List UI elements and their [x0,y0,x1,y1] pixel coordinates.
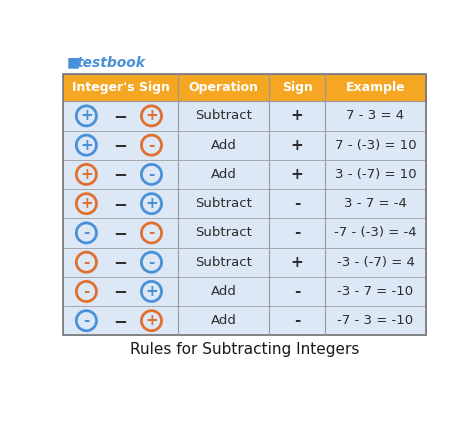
Text: −: − [114,253,128,271]
Bar [63,189,426,218]
Text: -: - [148,225,155,240]
Text: -7 - 3 = -10: -7 - 3 = -10 [337,314,413,327]
Text: +: + [80,108,93,124]
Text: Add: Add [210,168,237,181]
Bar [63,74,426,101]
Text: -: - [148,255,155,270]
Bar [63,248,426,277]
Text: Subtract: Subtract [195,256,252,268]
Text: -: - [83,255,90,270]
Text: 3 - (-7) = 10: 3 - (-7) = 10 [335,168,416,181]
Text: Add: Add [210,285,237,298]
Text: 7 - (-3) = 10: 7 - (-3) = 10 [335,139,416,152]
Bar [63,131,426,160]
Text: −: − [114,136,128,154]
Text: +: + [291,255,303,270]
Text: Add: Add [210,314,237,327]
Bar [63,101,426,131]
Text: 3 - 7 = -4: 3 - 7 = -4 [344,197,407,210]
Text: −: − [114,312,128,330]
Text: Sign: Sign [282,81,313,94]
Text: -: - [148,167,155,182]
Bar [63,74,426,335]
Bar [63,277,426,306]
Text: Integer's Sign: Integer's Sign [72,81,169,94]
Text: -: - [294,225,301,240]
Text: -: - [83,284,90,299]
Text: +: + [291,167,303,182]
Bar [63,306,426,335]
Text: +: + [145,313,158,328]
Text: -: - [294,196,301,211]
Text: -7 - (-3) = -4: -7 - (-3) = -4 [334,227,417,240]
Text: +: + [80,138,93,153]
Text: testbook: testbook [76,56,146,70]
Text: -: - [83,225,90,240]
Text: +: + [80,196,93,211]
Text: −: − [114,194,128,213]
Text: -3 - 7 = -10: -3 - 7 = -10 [337,285,413,298]
Text: 7 - 3 = 4: 7 - 3 = 4 [346,109,404,122]
Text: Add: Add [210,139,237,152]
Text: +: + [291,138,303,153]
Text: −: − [114,107,128,125]
Text: −: − [114,165,128,183]
Text: Example: Example [346,81,405,94]
Text: −: − [114,224,128,242]
Text: Subtract: Subtract [195,197,252,210]
Text: ■: ■ [67,56,80,70]
Text: −: − [114,282,128,301]
Text: -: - [294,284,301,299]
Text: Subtract: Subtract [195,227,252,240]
Text: Subtract: Subtract [195,109,252,122]
Text: -: - [294,313,301,328]
Text: +: + [145,284,158,299]
Text: Rules for Subtracting Integers: Rules for Subtracting Integers [130,342,359,357]
Bar [63,218,426,248]
Text: +: + [145,108,158,124]
Text: -: - [148,138,155,153]
Text: -: - [83,313,90,328]
Text: +: + [291,108,303,124]
Bar [63,160,426,189]
Text: +: + [80,167,93,182]
Text: -3 - (-7) = 4: -3 - (-7) = 4 [337,256,414,268]
Text: +: + [145,196,158,211]
Text: Operation: Operation [189,81,258,94]
